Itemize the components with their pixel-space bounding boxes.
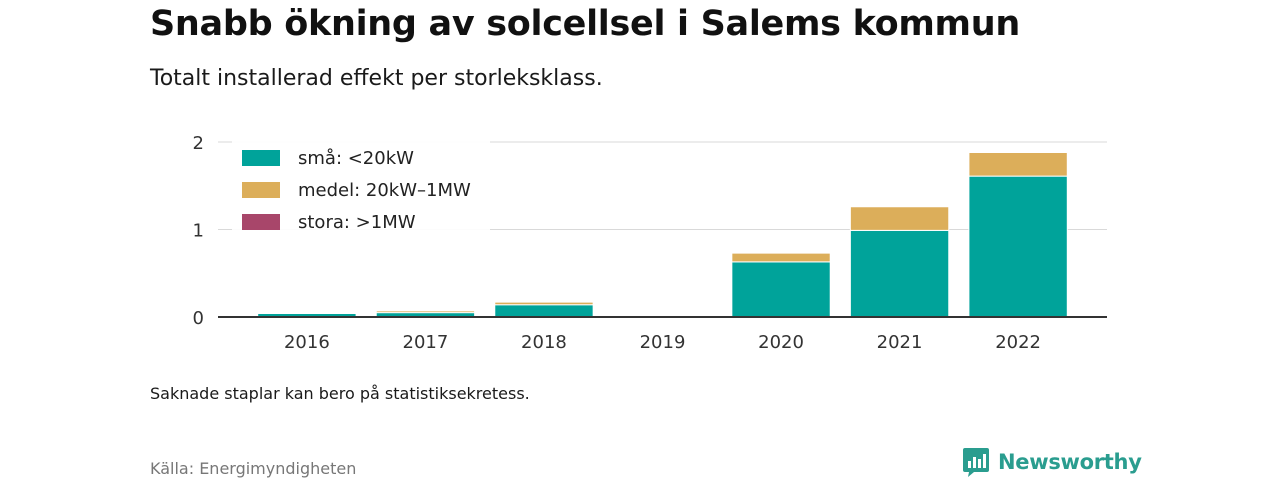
legend-label: medel: 20kW–1MW (298, 180, 471, 201)
x-tick-label: 2016 (284, 332, 330, 353)
footnote: Saknade staplar kan bero på statistiksek… (150, 384, 530, 403)
bar-segment (968, 175, 1068, 318)
newsworthy-chart-logo-icon (963, 448, 989, 477)
x-tick-label: 2019 (640, 332, 686, 353)
y-tick-label: 2 (193, 133, 204, 154)
bar-segment (849, 206, 950, 231)
legend-label: små: <20kW (298, 148, 414, 169)
y-tick-label: 0 (193, 308, 204, 329)
bar-segment (494, 301, 594, 306)
chart-title: Snabb ökning av solcellsel i Salems komm… (150, 4, 1020, 44)
x-tick-label: 2022 (995, 332, 1041, 353)
chart-subtitle: Totalt installerad effekt per storlekskl… (150, 66, 603, 91)
x-tick-label: 2021 (877, 332, 923, 353)
legend-swatch (242, 214, 280, 230)
bar-segment (731, 261, 831, 318)
x-tick-label: 2020 (758, 332, 804, 353)
y-tick-label: 1 (193, 221, 204, 242)
bar-segment (375, 310, 476, 314)
stacked-bar-chart: 0 1 2 2016 2017 2018 2019 2020 2021 2022 små: <20k… (193, 133, 1107, 353)
brand-name: Newsworthy (998, 450, 1142, 474)
legend-swatch (242, 150, 280, 166)
bar-segment (968, 152, 1068, 177)
bar-segment (731, 252, 831, 263)
legend-label: stora: >1MW (298, 212, 416, 233)
source-label: Källa: Energimyndigheten (150, 459, 357, 478)
brand-logo[interactable]: Newsworthy (962, 446, 1142, 478)
x-tick-label: 2018 (521, 332, 567, 353)
legend-swatch (242, 182, 280, 198)
bar-segment (494, 304, 594, 318)
bar-segment (849, 229, 950, 318)
x-tick-label: 2017 (403, 332, 449, 353)
